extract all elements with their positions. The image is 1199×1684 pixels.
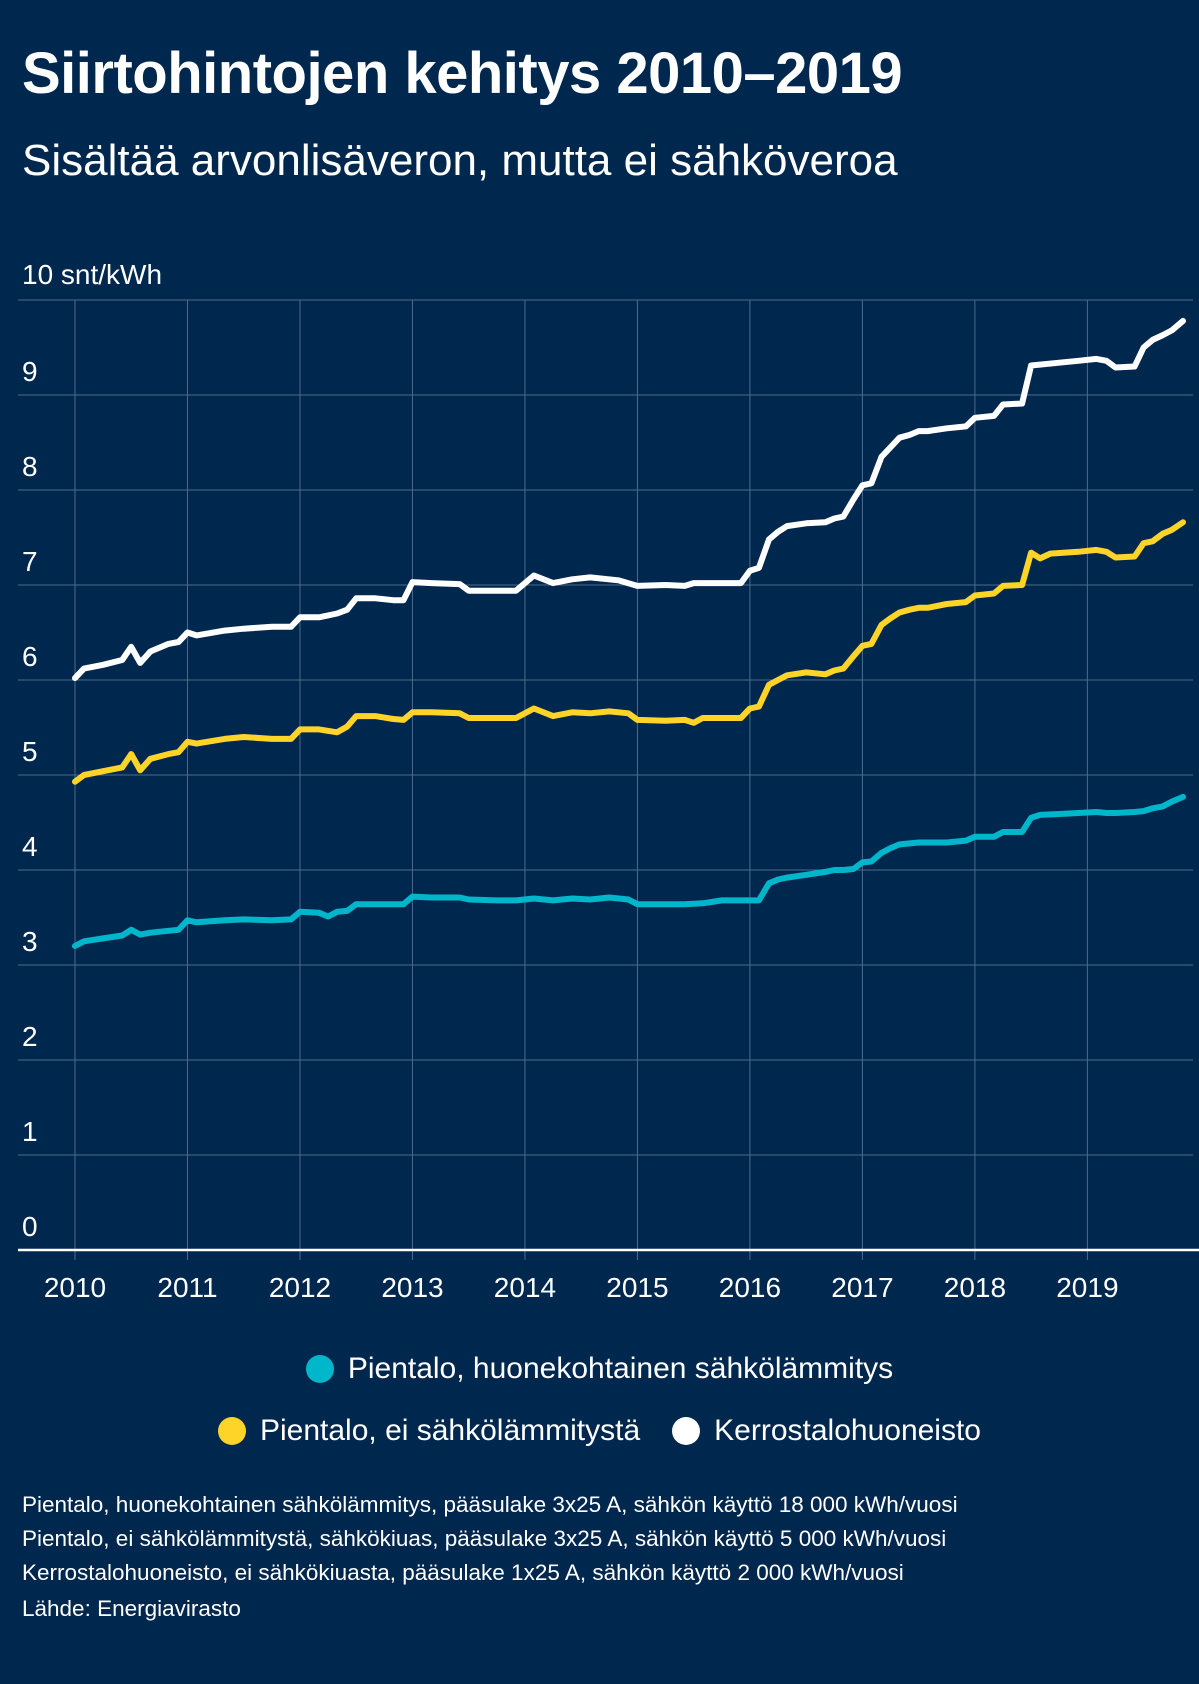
chart-title: Siirtohintojen kehitys 2010–2019 xyxy=(22,41,903,106)
x-tick-label: 2018 xyxy=(944,1272,1006,1300)
legend-item-kerrostalohuoneisto: Kerrostalohuoneisto xyxy=(672,1414,981,1448)
x-axis-ticks: 2010 2011 2012 2013 2014 2015 2016 2017 2018 2019 xyxy=(44,1272,1119,1300)
x-tick-label: 2012 xyxy=(269,1272,331,1300)
x-tick-label: 2013 xyxy=(381,1272,443,1300)
footnotes: Pientalo, huonekohtainen sähkölämmitys, … xyxy=(22,1488,958,1590)
y-tick-label: 8 xyxy=(22,451,38,482)
legend-label: Pientalo, ei sähkölämmitystä xyxy=(259,1414,641,1447)
y-tick-label: 7 xyxy=(22,546,38,577)
series-line xyxy=(72,317,1186,682)
legend-dot-icon xyxy=(672,1417,701,1445)
x-tick-label: 2011 xyxy=(157,1272,217,1300)
legend-dot-icon xyxy=(217,1417,246,1445)
legend-item-pientalo-sahkolammitys: Pientalo, huonekohtainen sähkölämmitys xyxy=(305,1352,894,1386)
chart-subtitle: Sisältää arvonlisäveron, mutta ei sähköv… xyxy=(22,136,898,185)
x-tick-label: 2019 xyxy=(1056,1272,1118,1300)
series-line xyxy=(72,519,1186,785)
y-tick-label: 6 xyxy=(22,641,38,672)
legend-label: Kerrostalohuoneisto xyxy=(714,1414,981,1447)
x-tick-label: 2014 xyxy=(494,1272,556,1300)
footnote-line: Pientalo, huonekohtainen sähkölämmitys, … xyxy=(22,1492,958,1517)
legend-label: Pientalo, huonekohtainen sähkölämmitys xyxy=(347,1352,894,1385)
y-tick-label: 2 xyxy=(22,1021,38,1052)
y-tick-label: 4 xyxy=(22,831,38,862)
y-tick-label: 5 xyxy=(22,736,38,767)
source-credit: Lähde: Energiavirasto xyxy=(22,1596,241,1621)
y-tick-label: 9 xyxy=(22,356,38,387)
x-tick-label: 2010 xyxy=(44,1272,106,1300)
grid-lines xyxy=(18,299,1199,1260)
footnote-line: Kerrostalohuoneisto, ei sähkökiuasta, pä… xyxy=(22,1560,904,1585)
legend-row-1: Pientalo, huonekohtainen sähkölämmitys xyxy=(0,1352,1199,1386)
x-tick-label: 2017 xyxy=(831,1272,893,1300)
y-axis-label: 10 snt/kWh xyxy=(22,259,162,290)
x-tick-label: 2016 xyxy=(719,1272,781,1300)
y-axis-ticks: 0 1 2 3 4 5 6 7 8 9 xyxy=(22,356,38,1242)
y-tick-label: 1 xyxy=(22,1116,38,1147)
series-lines xyxy=(72,317,1186,949)
footnote-line: Pientalo, ei sähkölämmitystä, sähkökiuas… xyxy=(22,1526,947,1551)
series-line xyxy=(72,793,1186,949)
legend-row-2: Pientalo, ei sähkölämmitystä Kerrostaloh… xyxy=(0,1414,1199,1448)
y-tick-label: 3 xyxy=(22,926,38,957)
x-tick-label: 2015 xyxy=(606,1272,668,1300)
legend-item-pientalo-ei-sahkolammitysta: Pientalo, ei sähkölämmitystä xyxy=(217,1414,641,1448)
y-tick-label: 0 xyxy=(22,1211,38,1242)
legend-dot-icon xyxy=(305,1355,334,1383)
